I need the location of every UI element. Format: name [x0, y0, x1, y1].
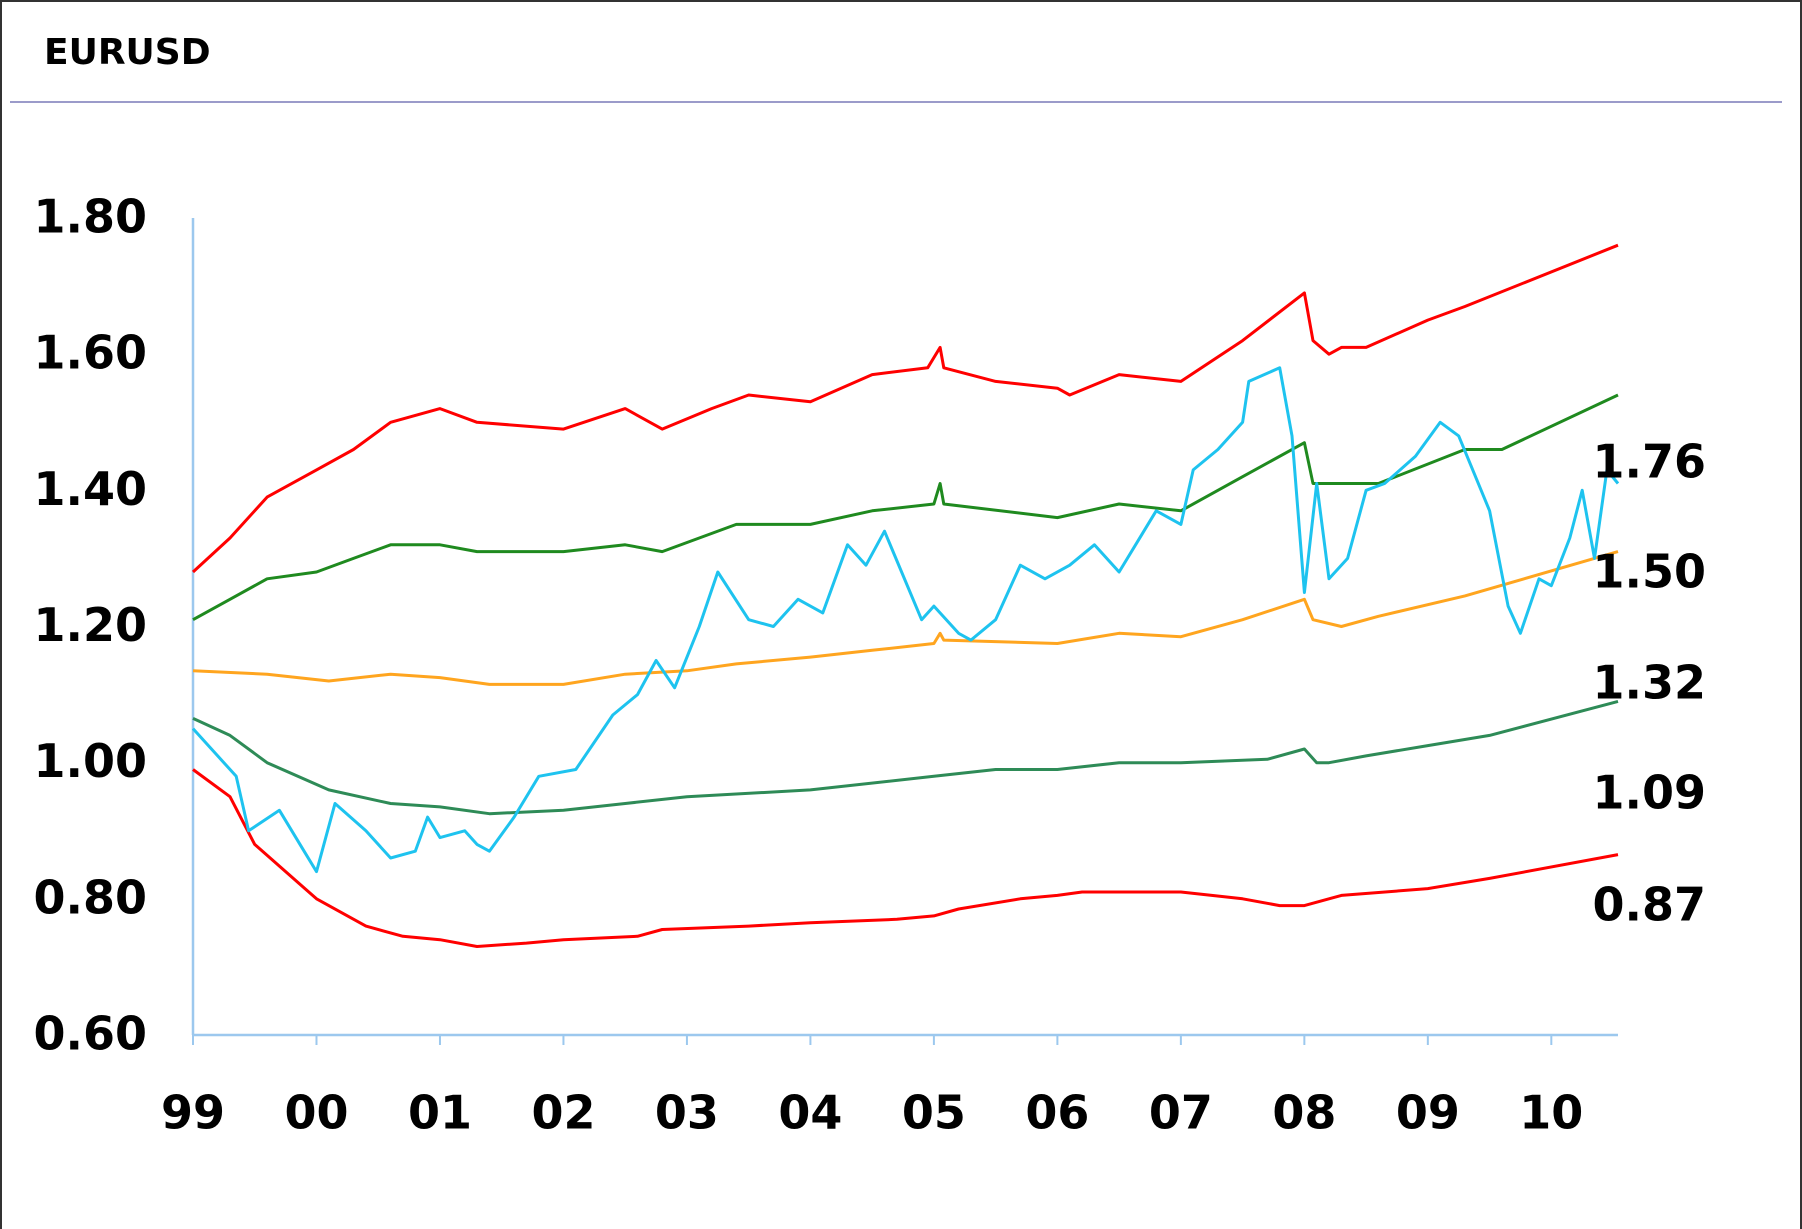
axes [191, 218, 1618, 1045]
y-tick-label: 0.80 [34, 870, 148, 924]
series-line [191, 243, 1619, 574]
series-line [192, 550, 1619, 686]
x-tick-label: 04 [778, 1086, 842, 1140]
series-line [192, 768, 1619, 948]
y-tick-label: 1.60 [34, 326, 148, 380]
end-label: 1.50 [1593, 545, 1707, 599]
y-tick-label: 1.40 [34, 462, 148, 516]
x-tick-label: 10 [1519, 1086, 1583, 1140]
end-label: 1.09 [1593, 766, 1707, 820]
chart-title: EURUSD [44, 32, 211, 73]
y-tick-label: 1.20 [34, 598, 148, 652]
x-tick-label: 01 [408, 1086, 472, 1140]
series-line [192, 699, 1619, 816]
x-tick-label: 00 [284, 1086, 348, 1140]
series-line [191, 366, 1620, 874]
x-tick-label: 09 [1396, 1086, 1460, 1140]
end-label: 0.87 [1593, 878, 1707, 932]
y-tick-label: 0.60 [34, 1007, 148, 1061]
series-line [192, 393, 1619, 622]
labels: 0.60 0.80 1.00 1.20 1.40 1.60 1.80 99 00 01 02 03 04… [34, 190, 1707, 1140]
x-tick-label: 07 [1149, 1086, 1213, 1140]
y-tick-label: 1.00 [34, 734, 148, 788]
end-label: 1.32 [1593, 656, 1707, 710]
end-label: 1.76 [1593, 435, 1707, 489]
x-tick-label: 08 [1272, 1086, 1336, 1140]
x-tick-label: 05 [902, 1086, 966, 1140]
x-tick-label: 02 [531, 1086, 595, 1140]
x-tick-label: 06 [1025, 1086, 1089, 1140]
x-tick-label: 03 [655, 1086, 719, 1140]
x-tick-label: 99 [161, 1086, 225, 1140]
y-tick-label: 1.80 [34, 190, 148, 244]
lines [191, 243, 1620, 948]
